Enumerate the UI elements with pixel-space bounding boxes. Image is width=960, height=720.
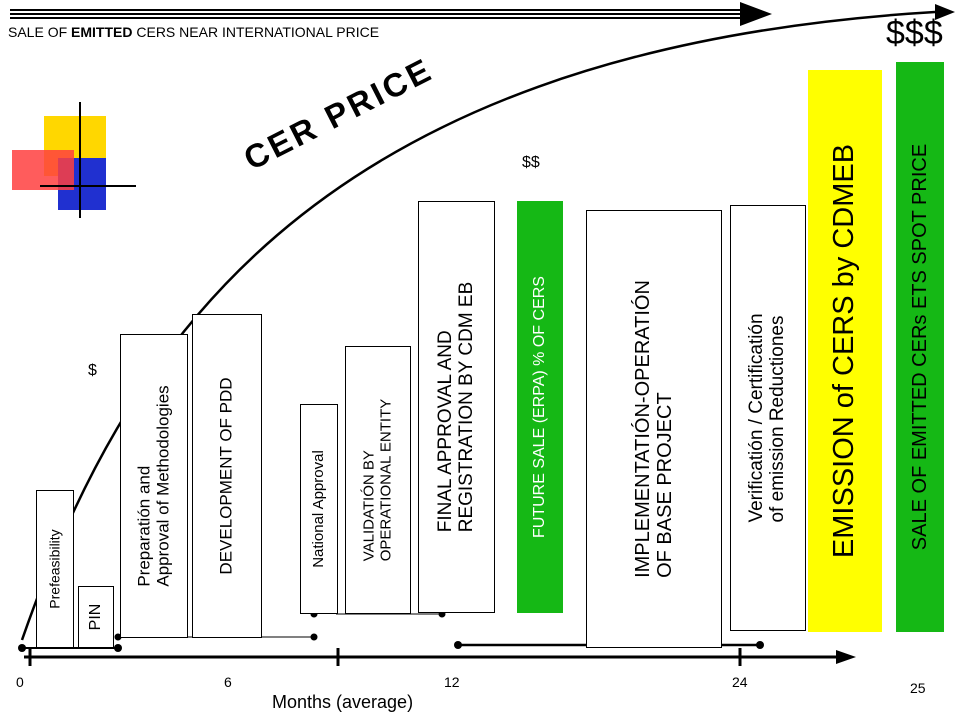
top-arrow [10,2,772,26]
time-axis [24,648,856,666]
stage-sale-spot-price: SALE OF EMITTED CERs ETS SPOT PRICE [896,62,944,632]
stage-implementation: IMPLEMENTATIÓN-OPERATIÓN OF BASE PROJECT [586,210,722,648]
stage-validation: VALIDATIÓN BY OPERATIONAL ENTITY [345,346,411,614]
axis-label: Months (average) [272,692,414,712]
axis-tick-0: 0 [16,674,24,690]
logo-graphic [12,102,136,218]
price-marker-high: $$$ [886,14,943,52]
stage-emission: EMISSION of CERS by CDMEB [808,70,882,632]
stage-national-approval: National Approval [300,404,338,614]
stage-registration: FINAL APPROVAL AND REGISTRATION BY CDM EB [418,201,495,613]
axis-tick-12: 12 [444,674,460,690]
curve-arrowhead [935,4,955,20]
axis-tick-6: 6 [224,674,232,690]
stage-methodologies: Preparatión and Approval of Methodologies [120,334,188,638]
stage-future-sale: FUTURE SALE (ERPA) % OF CERS [517,201,563,613]
page-number: 25 [910,680,926,696]
stage-verification: Verificatión / Certificatión of emission … [730,205,806,631]
stage-prefeasibility: Prefeasibility [36,490,74,648]
price-marker-low: $ [88,362,97,379]
axis-tick-24: 24 [732,674,748,690]
price-marker-mid: $$ [522,154,540,171]
stage-pdd: DEVELOPMENT OF PDD [192,314,262,638]
page-title: SALE OF EMITTED CERS NEAR INTERNATIONAL … [8,24,380,40]
stage-pin: PIN [78,586,114,648]
